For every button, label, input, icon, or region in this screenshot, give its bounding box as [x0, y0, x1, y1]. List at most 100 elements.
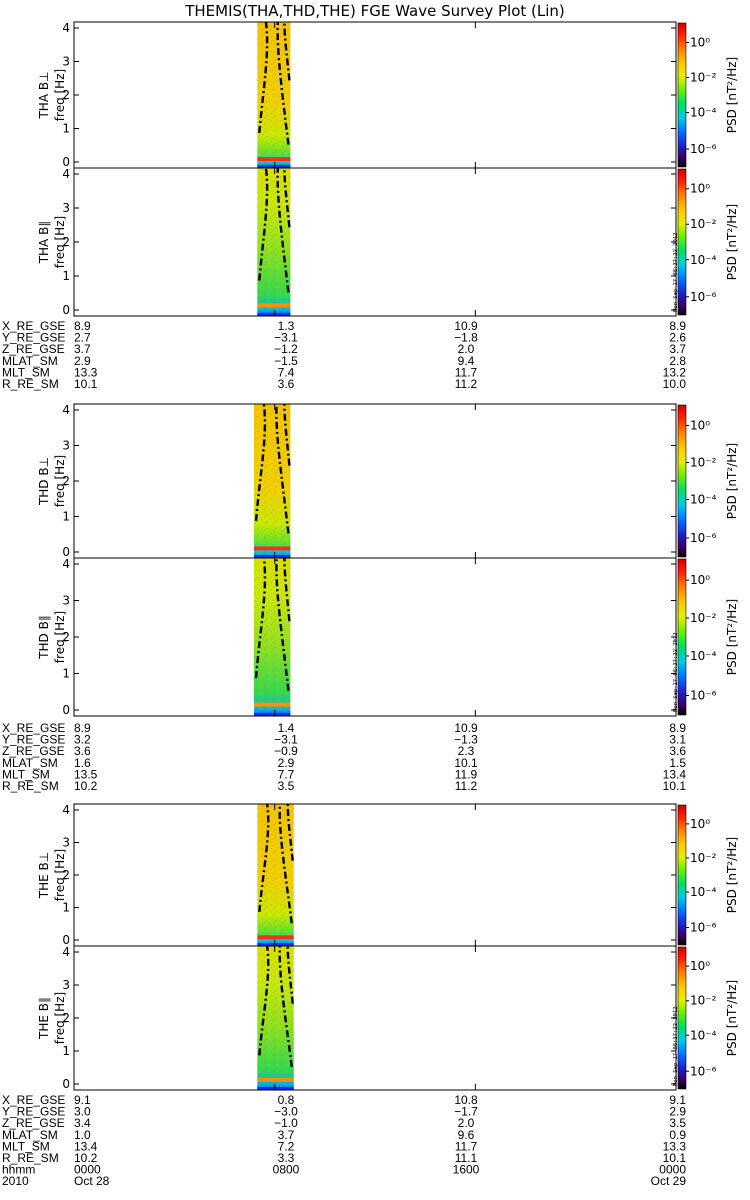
freq-axis-label: freq [Hz]: [53, 992, 67, 1044]
ephemeris-value: 2.8: [669, 354, 686, 368]
ephemeris-value: 1600: [453, 1163, 480, 1177]
y-tick-label: 4: [62, 557, 70, 571]
cyclotron-curve-3: [283, 21, 291, 81]
ephemeris-value: 13.2: [663, 365, 687, 379]
creation-timestamp: Mon Sep 17 08:37:22 2012: [673, 233, 679, 312]
ephemeris-value: 7.2: [278, 1139, 295, 1153]
ephemeris-value: 3.4: [74, 1116, 91, 1130]
y-tick-label: 0: [62, 545, 70, 559]
y-tick-label: 4: [62, 167, 70, 181]
ephemeris-name: Z_RE_GSE: [2, 1116, 65, 1130]
y-tick-label: 1: [62, 1044, 70, 1058]
ephemeris-name: MLT_SM: [2, 1139, 50, 1153]
ephemeris-value: −3.1: [274, 331, 298, 345]
baseline-band: [257, 313, 291, 316]
panel-label: THE B∥: [37, 997, 51, 1040]
colorbar-tick-label: 10⁻²: [690, 994, 717, 1008]
ephemeris-value: 2.0: [458, 342, 475, 356]
ephemeris-name: R_RE_SM: [2, 1151, 59, 1165]
freq-axis-label: freq [Hz]: [53, 216, 67, 268]
ephemeris-value: 11.1: [455, 1151, 478, 1165]
ephemeris-value: 2.9: [74, 354, 91, 368]
colorbar-tick-label: 10⁻⁴: [690, 492, 717, 506]
ephemeris-name: hhmm: [2, 1163, 35, 1177]
y-tick-label: 2: [62, 474, 70, 488]
ephemeris-value: 8.9: [669, 721, 686, 735]
ephemeris-value: Oct 28: [74, 1174, 110, 1188]
y-tick-label: 4: [62, 21, 70, 35]
panel-label: THD B⊥: [37, 457, 51, 506]
ephemeris-name: Y_RE_GSE: [2, 1105, 65, 1119]
baseline-band: [257, 165, 291, 168]
ephemeris-value: 3.0: [74, 1105, 91, 1119]
ephemeris-value: 8.9: [74, 721, 91, 735]
ephemeris-name: MLT_SM: [2, 365, 50, 379]
y-tick-label: 2: [62, 235, 70, 249]
colorbar-label: PSD [nT²/Hz]: [725, 204, 739, 280]
ephemeris-name: Z_RE_GSE: [2, 342, 65, 356]
colorbar-tick-label: 10⁻⁴: [690, 1028, 717, 1042]
colorbar: [677, 946, 687, 1090]
ephemeris-value: 3.2: [74, 733, 91, 747]
panel-frame: [73, 167, 677, 317]
creation-timestamp: Mon Sep 17 08:37:22 2012: [673, 633, 679, 712]
low-frequency-band: [257, 1077, 294, 1082]
freq-axis-label: freq [Hz]: [53, 69, 67, 121]
colorbar: [677, 804, 687, 946]
colorbar-tick-label: 10⁻⁶: [690, 531, 717, 545]
y-tick-label: 3: [62, 439, 70, 453]
y-tick-label: 1: [62, 269, 70, 283]
ephemeris-name: R_RE_SM: [2, 779, 59, 793]
ephemeris-name: MLAT_SM: [2, 756, 58, 770]
freq-axis-label: freq [Hz]: [53, 849, 67, 901]
ephemeris-name: MLT_SM: [2, 767, 50, 781]
ephemeris-value: 3.5: [669, 1116, 686, 1130]
colorbar-tick-label: 10⁻²: [690, 851, 717, 865]
panel-thd-bpar: 0 1 2 3 4 THD B∥ freq [Hz] 10⁰ 10⁻² 10⁻⁴ 10⁻⁶ PSD […: [37, 557, 739, 717]
colorbar-tick-label: 10⁻⁴: [690, 106, 717, 120]
ephemeris-value: 1.4: [278, 721, 295, 735]
baseline-band: [257, 943, 294, 946]
colorbar-tick-label: 10⁰: [690, 959, 710, 973]
cyclotron-curve-2: [276, 21, 290, 145]
panel-label: THA B⊥: [37, 71, 51, 119]
ephemeris-value: 13.5: [74, 767, 98, 781]
cyclotron-curve-2: [276, 167, 290, 293]
figure-title: THEMIS(THA,THD,THE) FGE Wave Survey Plot…: [184, 2, 565, 20]
y-tick-label: 0: [62, 933, 70, 947]
ephemeris-name: MLAT_SM: [2, 354, 58, 368]
ephemeris-value: 1.0: [74, 1128, 91, 1142]
panel-label: THD B∥: [37, 615, 51, 660]
y-tick-label: 4: [62, 403, 70, 417]
y-tick-label: 0: [62, 155, 70, 169]
colorbar: [677, 558, 687, 716]
ephemeris-name: Y_RE_GSE: [2, 733, 65, 747]
ephemeris-value: 3.6: [669, 744, 686, 758]
ephemeris-name: X_RE_GSE: [2, 721, 65, 735]
y-tick-label: 2: [62, 88, 70, 102]
ephemeris-block-1: X_RE_GSE 8.9 1.3 10.9 8.9 Y_RE_GSE 2.7 −3.1 −1.8…: [2, 319, 686, 391]
y-tick-label: 1: [62, 510, 70, 524]
y-tick-label: 1: [62, 122, 70, 136]
ephemeris-name: X_RE_GSE: [2, 1093, 65, 1107]
ephemeris-value: 3.3: [278, 1151, 295, 1165]
colorbar-label: PSD [nT²/Hz]: [725, 57, 739, 133]
ephemeris-value: 2.9: [669, 1105, 686, 1119]
y-tick-label: 2: [62, 1011, 70, 1025]
low-frequency-band: [253, 546, 291, 551]
cyclotron-curve-2: [275, 557, 290, 691]
y-tick-label: 4: [62, 803, 70, 817]
colorbar-tick-label: 10⁻⁶: [690, 142, 717, 156]
ephemeris-value: 3.7: [74, 342, 91, 356]
colorbar-label: PSD [nT²/Hz]: [725, 443, 739, 519]
ephemeris-value: 8.9: [74, 319, 91, 333]
cyclotron-curve-1: [254, 403, 267, 522]
cyclotron-curve-2: [278, 803, 293, 924]
ephemeris-value: 13.4: [74, 1139, 98, 1153]
colorbar-tick-label: 10⁻⁶: [690, 921, 717, 935]
baseline-band: [257, 1087, 294, 1090]
cyclotron-curve-3: [286, 803, 294, 861]
freq-axis-label: freq [Hz]: [53, 455, 67, 507]
low-frequency-band: [257, 935, 294, 940]
